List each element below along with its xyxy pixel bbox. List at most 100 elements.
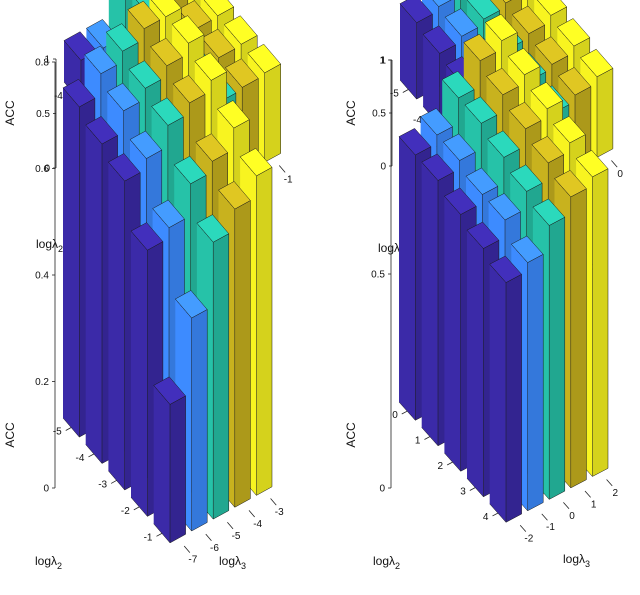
x-tick-label: 2 (438, 461, 444, 472)
x-tick-label: -1 (144, 532, 153, 543)
x-tick-label: -4 (76, 453, 85, 464)
bar-face-top (441, 71, 475, 99)
bar-face-top (130, 222, 164, 251)
x-tick-mark (133, 506, 140, 511)
bar-face-side (421, 161, 439, 447)
bar-face-side (130, 230, 148, 517)
bar-face-top (511, 5, 545, 34)
bar-face-top (105, 23, 139, 52)
bar-face-top (537, 0, 567, 16)
bar-face-top (531, 136, 564, 164)
bar-face-top (151, 97, 184, 126)
bar-face-side (444, 196, 461, 472)
bar-face-top (465, 167, 499, 195)
bar-face-top (203, 0, 234, 17)
bar-face-front (213, 233, 230, 520)
bar-face-top (194, 52, 227, 81)
x-tick-label: -5 (53, 426, 62, 437)
bar-face-top (509, 164, 543, 192)
bar-face-top (223, 15, 258, 45)
bar-face-front (169, 395, 186, 544)
bar-face-top (108, 153, 141, 182)
bar-r5-c1 (153, 376, 186, 544)
x-tick-mark (424, 436, 431, 440)
y-tick-label: -7 (188, 555, 197, 566)
y-tick-label: -4 (253, 519, 262, 530)
x-tick-label: -5 (390, 88, 399, 99)
bar-face-top (558, 67, 592, 96)
bar-face-side (62, 87, 80, 438)
z-axis-label: ACC (344, 100, 358, 126)
bar-face-top (107, 82, 140, 112)
z-tick-label: 1 (380, 56, 386, 67)
x-tick-label: -2 (121, 506, 130, 517)
y-tick-label: 1 (591, 499, 597, 510)
z-axis-label: ACC (3, 422, 17, 448)
y-tick-mark (541, 513, 548, 521)
bar-face-top (127, 0, 160, 29)
bar-face-top (171, 15, 205, 44)
bar-face-front (234, 200, 251, 508)
bar-face-top (507, 47, 541, 76)
bar-face-top (195, 133, 228, 162)
y-tick-label: 2 (612, 488, 618, 499)
bar-face-top (508, 101, 542, 130)
bar-face-top (218, 181, 251, 210)
bar-face-top (84, 45, 117, 74)
bar-face-top (444, 187, 477, 215)
x-tick-label: 3 (460, 486, 466, 497)
bar-face-top (153, 376, 186, 405)
y-tick-label: -6 (210, 543, 219, 554)
y-tick-mark (205, 533, 212, 542)
x-tick-label: -3 (98, 479, 107, 490)
bar-face-side (466, 230, 484, 498)
bar-face-top (502, 0, 512, 4)
x-axis-label: logλ2 (36, 237, 63, 254)
x-tick-mark (65, 427, 72, 431)
y-tick-mark (584, 490, 591, 498)
z-tick-label: 1 (379, 56, 385, 67)
bar-face-front (256, 167, 273, 496)
bar-face-top (150, 37, 183, 67)
z-tick-label: 0.4 (35, 271, 49, 282)
chart-panel-3: 00.20.40.60.8ACCOutdoor Scene-5-4-3-2-1-… (3, 0, 284, 571)
bar-face-side (489, 264, 507, 523)
y-tick-mark (519, 525, 527, 532)
bar-face-top (535, 36, 569, 65)
bar-face-front (527, 254, 544, 512)
z-tick-label: 0.2 (35, 377, 49, 388)
y-tick-label: 0 (617, 169, 623, 180)
x-tick-mark (492, 512, 499, 517)
bar-face-top (466, 221, 500, 249)
y-axis-label: logλ3 (219, 554, 246, 571)
y-tick-mark (563, 502, 570, 510)
bar-face-top (444, 8, 478, 37)
bar-face-top (422, 25, 456, 54)
bar-face-front (191, 309, 208, 532)
x-tick-mark (469, 487, 476, 491)
x-tick-mark (110, 480, 117, 484)
bar-face-top (128, 60, 162, 89)
bar-face-top (580, 48, 614, 78)
bar-face-top (85, 116, 118, 145)
bar-face-top (443, 133, 476, 161)
bar-face-front (592, 168, 609, 477)
bar-face-front (264, 63, 281, 163)
bar-face-side (398, 136, 416, 421)
bar-face-top (557, 18, 591, 47)
x-tick-mark (156, 533, 163, 537)
bar-face-front (549, 216, 566, 500)
y-tick-mark (278, 165, 286, 173)
y-tick-label: -1 (546, 522, 555, 533)
bar-face-side (85, 124, 103, 464)
bar-face-top (398, 128, 432, 156)
bar-face-top (432, 0, 452, 7)
bar-face-top (239, 148, 273, 177)
x-tick-mark (402, 89, 409, 93)
bar-face-front (505, 274, 522, 523)
y-tick-mark (227, 522, 234, 530)
bar-face-side (108, 161, 125, 491)
bar-face-top (151, 0, 182, 18)
bar-face-top (554, 170, 587, 198)
